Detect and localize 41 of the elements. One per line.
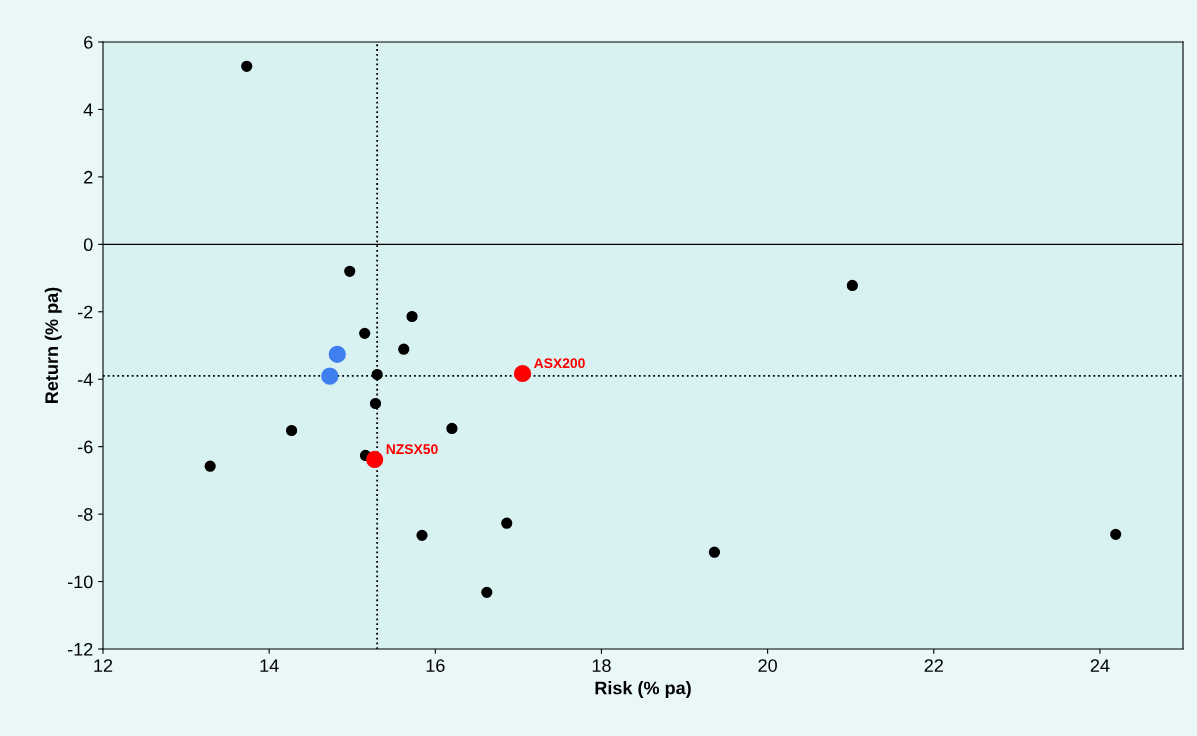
x-tick-label: 12 (94, 659, 113, 672)
x-tick-label: 18 (592, 659, 611, 672)
point (406, 310, 418, 323)
point (359, 327, 371, 339)
point (285, 424, 298, 437)
y-tick-label: -12 (67, 642, 93, 656)
x-tick-label: 20 (758, 659, 777, 672)
y-tick-label: 2 (84, 170, 93, 184)
point (241, 60, 253, 72)
y-tick-label: -6 (78, 440, 93, 454)
point (366, 450, 384, 469)
y-axis-title: Return (% pa) (44, 287, 62, 403)
y-tick-label: -8 (78, 508, 93, 521)
x-axis-title: Risk (% pa) (595, 681, 691, 698)
point (416, 529, 428, 541)
point (708, 546, 721, 558)
x-tick-label: 22 (924, 659, 943, 672)
x-tick-label: 16 (426, 659, 445, 672)
point (446, 422, 458, 435)
annotation: ASX200 (533, 358, 585, 369)
point (321, 367, 339, 385)
point (344, 265, 356, 277)
point (1110, 528, 1122, 540)
annotation: NZSX50 (386, 444, 438, 455)
y-tick-label: 6 (84, 35, 93, 49)
point (204, 460, 216, 472)
y-tick-label: 4 (83, 103, 93, 116)
y-tick-label: -10 (67, 575, 93, 589)
point (481, 586, 493, 598)
point (501, 517, 513, 529)
y-tick-label: 0 (83, 238, 93, 252)
y-tick-label: -4 (78, 373, 93, 386)
point (371, 368, 383, 381)
x-tick-label: 14 (260, 659, 279, 672)
point (846, 279, 858, 292)
point (513, 364, 532, 383)
y-tick-label: -2 (78, 305, 93, 319)
point (398, 343, 410, 355)
point (328, 345, 346, 363)
x-tick-label: 24 (1090, 659, 1110, 672)
point (369, 397, 382, 410)
